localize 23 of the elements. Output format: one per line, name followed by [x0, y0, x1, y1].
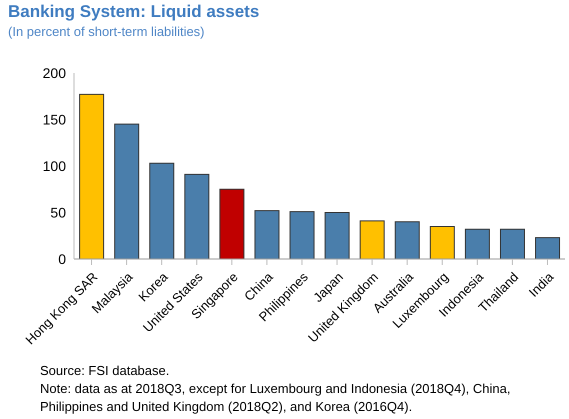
bar — [254, 210, 280, 259]
bar — [464, 228, 490, 259]
y-tick-label: 200 — [42, 64, 66, 81]
y-tick-label: 0 — [58, 250, 66, 267]
y-tick-label: 100 — [42, 158, 66, 174]
bar — [184, 174, 210, 259]
bar — [430, 226, 455, 259]
source-note: Source: FSI database. — [40, 362, 170, 380]
y-tick-label: 150 — [42, 111, 66, 128]
chart-subtitle: (In percent of short-term liabilities) — [8, 24, 205, 39]
bar — [79, 94, 104, 259]
bar — [219, 188, 244, 259]
chart-title: Banking System: Liquid assets — [8, 2, 260, 22]
bar — [114, 124, 140, 259]
bar — [360, 220, 385, 259]
text: Note: data as at 2018Q3, except for Luxembourg and Indonesia (2018Q4), China, Philippines and United Kingdom (2018Q2), and Korea (2016Q4). — [40, 380, 512, 416]
y-tick-label: 50 — [50, 204, 66, 220]
bar — [394, 221, 420, 259]
bar — [290, 211, 315, 259]
bar — [500, 228, 525, 259]
bar — [535, 237, 560, 259]
bar — [149, 162, 174, 259]
bar — [324, 212, 350, 259]
